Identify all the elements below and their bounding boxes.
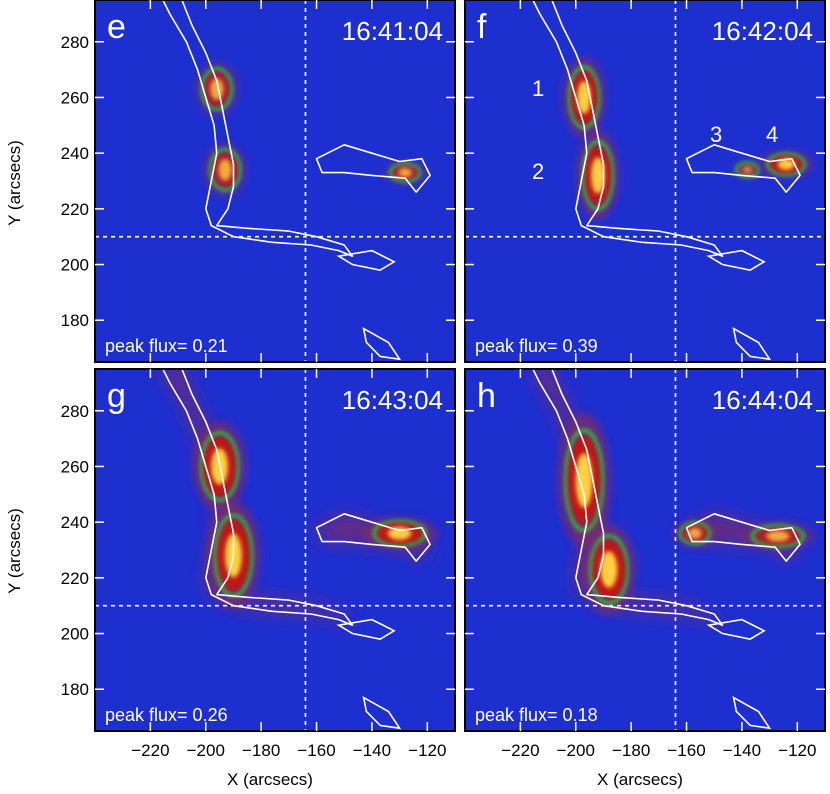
x-tick-label: −140 xyxy=(723,741,761,760)
panel-g xyxy=(95,369,455,731)
panel-peak-flux: peak flux= 0.18 xyxy=(475,705,598,725)
panel-time: 16:43:04 xyxy=(342,385,443,415)
source-peak xyxy=(591,157,605,194)
panel-label: h xyxy=(477,377,496,415)
source-label-1: 1 xyxy=(532,76,544,101)
source-green-contour xyxy=(589,534,629,605)
ribbon-contour-east xyxy=(315,512,431,562)
source-label-3: 3 xyxy=(710,122,722,147)
source-peak xyxy=(777,158,795,170)
x-tick-label: −120 xyxy=(778,741,816,760)
panel-label: g xyxy=(107,377,126,415)
panel-frame xyxy=(94,368,456,732)
source-peak xyxy=(766,530,790,542)
source-peak xyxy=(600,551,618,588)
ribbon-contour-west xyxy=(161,0,354,258)
y-tick-label: 180 xyxy=(61,680,89,699)
source-green-contour xyxy=(389,162,422,183)
y-axis-label-top: Y (arcsecs) xyxy=(5,140,24,226)
x-tick-label: −200 xyxy=(557,741,595,760)
y-tick-label: 240 xyxy=(61,513,89,532)
y-tick-label: 220 xyxy=(61,569,89,588)
panel-time: 16:42:04 xyxy=(712,16,813,46)
ribbon-contour-west xyxy=(531,0,724,258)
y-axis-label-bottom: Y (arcsecs) xyxy=(5,508,24,594)
ribbon-contour-east xyxy=(685,144,801,193)
source-green-contour xyxy=(751,524,805,548)
y-tick-label: 260 xyxy=(61,88,89,107)
contour-small xyxy=(336,249,396,271)
ribbon-contour-west xyxy=(161,369,354,627)
panel-e xyxy=(95,0,455,362)
x-tick-label: −220 xyxy=(501,741,539,760)
panel-frame xyxy=(94,0,456,363)
contour-small xyxy=(336,618,396,640)
x-tick-label: −160 xyxy=(667,741,705,760)
panel-h xyxy=(465,369,825,731)
panel-time: 16:41:04 xyxy=(342,16,443,46)
x-tick-label: −200 xyxy=(187,741,225,760)
panel-time: 16:44:04 xyxy=(712,385,813,415)
panel-label: f xyxy=(477,8,487,46)
contour-south xyxy=(732,327,772,361)
y-tick-label: 220 xyxy=(61,200,89,219)
ribbon-contour-east xyxy=(315,144,431,193)
source-green-contour xyxy=(209,148,242,192)
source-green-contour xyxy=(200,431,240,502)
contour-small xyxy=(706,618,766,640)
panel-peak-flux: peak flux= 0.21 xyxy=(105,336,228,356)
panel-label: e xyxy=(107,8,126,46)
emission-haze xyxy=(532,369,723,626)
source-peak xyxy=(575,453,593,508)
panel-frame xyxy=(464,368,826,732)
contour-south xyxy=(362,696,402,730)
y-tick-label: 200 xyxy=(61,625,89,644)
panel-background xyxy=(465,0,825,362)
source-label-4: 4 xyxy=(766,122,778,147)
contour-south xyxy=(362,327,402,361)
contour-south xyxy=(732,696,772,730)
ribbon-contour-west xyxy=(531,369,724,627)
panel-peak-flux: peak flux= 0.26 xyxy=(105,705,228,725)
y-tick-label: 200 xyxy=(61,256,89,275)
panel-background xyxy=(95,369,455,731)
x-axis-label-right: X (arcsecs) xyxy=(597,770,683,789)
source-peak xyxy=(218,159,232,181)
panel-f xyxy=(465,0,825,362)
y-tick-label: 240 xyxy=(61,144,89,163)
x-tick-label: −180 xyxy=(242,741,280,760)
y-tick-label: 260 xyxy=(61,457,89,476)
x-axis-label-left: X (arcsecs) xyxy=(227,770,313,789)
x-tick-label: −120 xyxy=(408,741,446,760)
x-tick-label: −140 xyxy=(353,741,391,760)
source-peak xyxy=(742,166,753,174)
x-tick-label: −220 xyxy=(131,741,169,760)
panel-background xyxy=(465,369,825,731)
source-green-contour xyxy=(200,67,233,111)
y-tick-label: 280 xyxy=(61,402,89,421)
contour-small xyxy=(706,249,766,271)
panel-peak-flux: peak flux= 0.39 xyxy=(475,336,598,356)
ribbon-contour-east xyxy=(685,512,801,562)
source-peak xyxy=(398,168,412,178)
source-peak xyxy=(688,527,702,539)
source-green-contour xyxy=(766,152,806,176)
panel-frame xyxy=(464,0,826,363)
source-peak xyxy=(577,81,591,114)
x-tick-label: −160 xyxy=(297,741,335,760)
y-tick-label: 180 xyxy=(61,311,89,330)
source-green-contour xyxy=(564,428,604,533)
x-tick-label: −180 xyxy=(612,741,650,760)
y-tick-label: 280 xyxy=(61,33,89,52)
source-label-2: 2 xyxy=(532,159,544,184)
